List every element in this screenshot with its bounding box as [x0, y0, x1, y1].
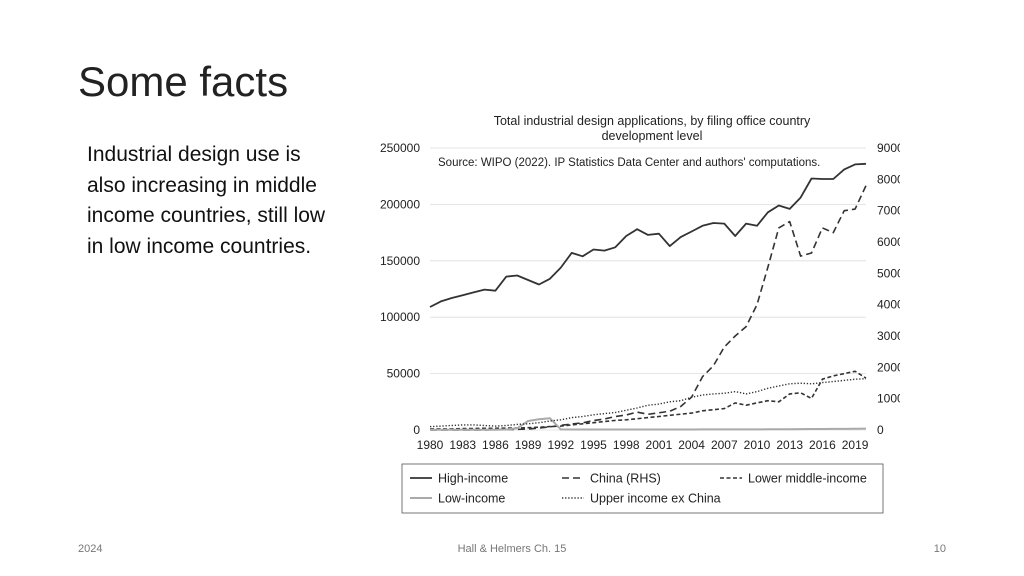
right-tick-label: 900000 — [877, 141, 900, 155]
series-line-upper-income-ex-china — [429, 378, 867, 428]
legend-label-lower-middle-income: Lower middle-income — [748, 472, 867, 486]
left-tick-label: 100000 — [380, 310, 420, 324]
right-tick-label: 800000 — [877, 172, 900, 186]
right-tick-label: 700000 — [877, 204, 900, 218]
left-tick-label: 250000 — [380, 141, 420, 155]
right-tick-label: 0 — [877, 423, 884, 437]
chart-title-line2: development level — [602, 129, 703, 143]
x-tick-label: 1995 — [580, 438, 607, 452]
footer-source: Hall & Helmers Ch. 15 — [457, 543, 567, 555]
right-tick-label: 600000 — [877, 235, 900, 249]
right-tick-label: 100000 — [877, 392, 900, 406]
x-tick-label: 2007 — [711, 438, 738, 452]
x-tick-label: 1980 — [417, 438, 444, 452]
left-tick-label: 150000 — [380, 254, 420, 268]
left-tick-label: 0 — [413, 423, 420, 437]
legend-label-upper-income-ex-china: Upper income ex China — [590, 492, 721, 506]
x-tick-label: 1989 — [515, 438, 542, 452]
left-tick-label: 50000 — [387, 367, 421, 381]
x-tick-label: 2019 — [842, 438, 869, 452]
series-line-low-income — [430, 417, 867, 431]
series-line-lower-middle-income — [430, 370, 867, 430]
slide-body-text: Industrial design use is also increasing… — [87, 143, 326, 258]
x-tick-label: 2013 — [776, 438, 803, 452]
series-lines — [429, 162, 867, 431]
right-tick-label: 300000 — [877, 329, 900, 343]
left-axis-ticks: 0 50000 100000 150000 200000 250000 — [380, 141, 420, 437]
right-tick-label: 200000 — [877, 360, 900, 374]
x-tick-label: 2016 — [809, 438, 836, 452]
x-tick-label: 2004 — [678, 438, 705, 452]
x-tick-label: 1998 — [613, 438, 640, 452]
design-applications-chart: Total industrial design applications, by… — [380, 114, 900, 514]
legend-label-high-income: High-income — [438, 472, 508, 486]
legend-label-low-income: Low-income — [438, 492, 505, 506]
legend-box — [401, 463, 884, 514]
legend-label-china-rhs: China (RHS) — [590, 472, 661, 486]
slide-title: Some facts — [78, 58, 289, 105]
footer-date: 2024 — [78, 543, 103, 555]
x-tick-label: 1983 — [449, 438, 476, 452]
x-axis-ticks: 1980 1983 1986 1989 1992 1995 1998 2001 2004 2007… — [417, 438, 869, 452]
x-tick-label: 1986 — [482, 438, 509, 452]
x-tick-label: 2001 — [646, 438, 673, 452]
x-tick-label: 2010 — [744, 438, 771, 452]
footer-page-number: 10 — [933, 543, 946, 555]
left-tick-label: 200000 — [380, 197, 420, 211]
x-tick-label: 1992 — [547, 438, 574, 452]
chart-source-note: Source: WIPO (2022). IP Statistics Data … — [438, 157, 820, 169]
series-line-china-rhs — [430, 185, 867, 431]
right-tick-label: 400000 — [877, 298, 900, 312]
legend: High-income China (RHS) Lower middle-incom… — [410, 472, 867, 506]
series-line-high-income — [429, 162, 867, 308]
gridlines — [430, 147, 866, 431]
chart-title-line1: Total industrial design applications, by… — [494, 114, 811, 128]
